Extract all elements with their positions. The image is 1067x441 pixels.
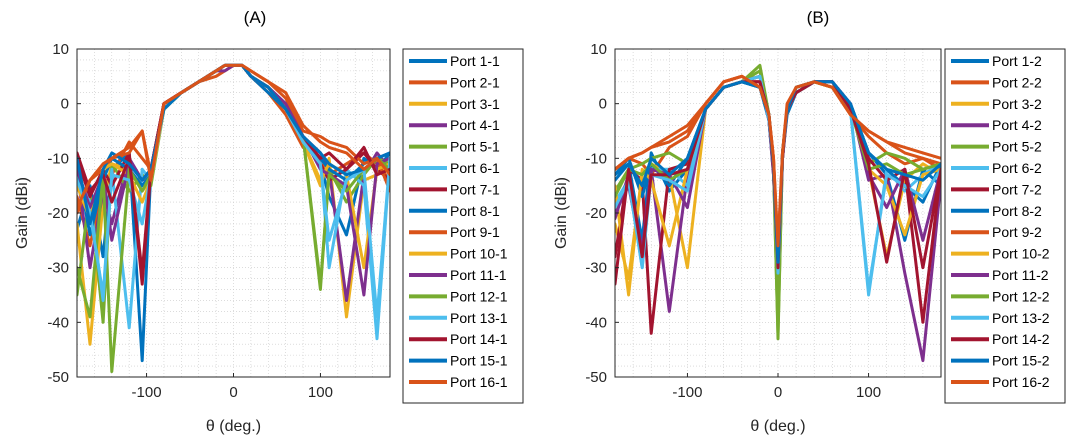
x-tick-label: -100 xyxy=(132,384,162,401)
x-axis-label-b: θ (deg.) xyxy=(750,418,805,435)
series-lines-b xyxy=(615,63,941,363)
x-ticks-b: -100 0 100 xyxy=(672,373,881,401)
series-line xyxy=(615,74,941,248)
chart-panel-b: (B) 100-10-20-30-40-50 -100 0 100 θ (deg.)… xyxy=(553,8,1066,435)
chart-title-b: (B) xyxy=(807,8,830,27)
legend-label: Port 10-2 xyxy=(992,246,1050,262)
legend-label: Port 7-1 xyxy=(450,181,500,197)
legend-label: Port 5-1 xyxy=(450,139,500,155)
legend-label: Port 3-2 xyxy=(992,96,1042,112)
y-tick-label: -30 xyxy=(585,260,607,277)
y-tick-label: -40 xyxy=(47,314,69,331)
y-tick-label: -50 xyxy=(585,369,607,386)
legend-label: Port 1-2 xyxy=(992,53,1042,69)
legend-label: Port 3-1 xyxy=(450,96,500,112)
x-tick-label: -100 xyxy=(672,384,702,401)
legend-label: Port 12-1 xyxy=(450,288,508,304)
legend-label: Port 14-2 xyxy=(992,331,1050,347)
y-axis-label-b: Gain (dBi) xyxy=(553,177,570,249)
legend-label: Port 10-1 xyxy=(450,246,508,262)
chart-panel-a: (A) 100-10-20-30-40-50 -100 0 100 θ (deg.)… xyxy=(14,8,524,435)
legend-label: Port 16-1 xyxy=(450,374,508,390)
legend-label: Port 8-2 xyxy=(992,203,1042,219)
legend-label: Port 15-1 xyxy=(450,353,508,369)
y-tick-label: -20 xyxy=(47,205,69,222)
legend-label: Port 14-1 xyxy=(450,331,508,347)
legend-label: Port 4-2 xyxy=(992,117,1042,133)
legend-label: Port 15-2 xyxy=(992,353,1050,369)
x-tick-label: 0 xyxy=(774,384,782,401)
y-tick-label: 0 xyxy=(61,96,69,113)
legend-label: Port 9-1 xyxy=(450,224,500,240)
legend-a: Port 1-1 Port 2-1 Port 3-1 Port 4-1 Port 5-1… xyxy=(409,53,508,390)
series-lines-a xyxy=(77,63,390,373)
legend-label: Port 2-1 xyxy=(450,74,500,90)
x-axis-label-a: θ (deg.) xyxy=(206,418,261,435)
legend-box-b xyxy=(944,48,1066,404)
legend-label: Port 11-1 xyxy=(450,267,507,283)
legend-label: Port 5-2 xyxy=(992,139,1042,155)
legend-label: Port 7-2 xyxy=(992,181,1042,197)
legend-label: Port 12-2 xyxy=(992,288,1050,304)
legend-label: Port 8-1 xyxy=(450,203,500,219)
x-tick-label: 100 xyxy=(856,384,881,401)
y-tick-label: -10 xyxy=(47,150,69,167)
y-tick-label: 10 xyxy=(590,41,607,58)
y-tick-label: 0 xyxy=(599,96,607,113)
legend-label: Port 13-2 xyxy=(992,310,1050,326)
legend-label: Port 4-1 xyxy=(450,117,500,133)
x-tick-label: 100 xyxy=(308,384,333,401)
legend-label: Port 16-2 xyxy=(992,374,1050,390)
x-ticks-a: -100 0 100 xyxy=(132,373,333,401)
legend-label: Port 1-1 xyxy=(450,53,500,69)
y-tick-label: -10 xyxy=(585,150,607,167)
y-axis-label-a: Gain (dBi) xyxy=(14,177,31,249)
y-tick-label: -20 xyxy=(585,205,607,222)
legend-label: Port 13-1 xyxy=(450,310,508,326)
legend-label: Port 11-2 xyxy=(992,267,1049,283)
chart-title-a: (A) xyxy=(244,8,267,27)
legend-label: Port 2-2 xyxy=(992,74,1042,90)
legend-label: Port 6-2 xyxy=(992,160,1042,176)
y-tick-label: -50 xyxy=(47,369,69,386)
y-tick-label: -30 xyxy=(47,260,69,277)
y-ticks-b: 10 0 -10 -20 -30 -40 -50 xyxy=(585,41,619,386)
y-tick-label: -40 xyxy=(585,314,607,331)
legend-label: Port 6-1 xyxy=(450,160,500,176)
y-ticks-a: 10 0 -10 -20 -30 -40 -50 xyxy=(47,41,81,386)
legend-label: Port 9-2 xyxy=(992,224,1042,240)
series-line xyxy=(77,63,390,209)
x-tick-label: 0 xyxy=(229,384,237,401)
legend-b: Port 1-2 Port 2-2 Port 3-2 Port 4-2 Port 5-2… xyxy=(951,53,1050,390)
y-tick-label: 10 xyxy=(52,41,69,58)
legend-box-a xyxy=(402,48,524,404)
